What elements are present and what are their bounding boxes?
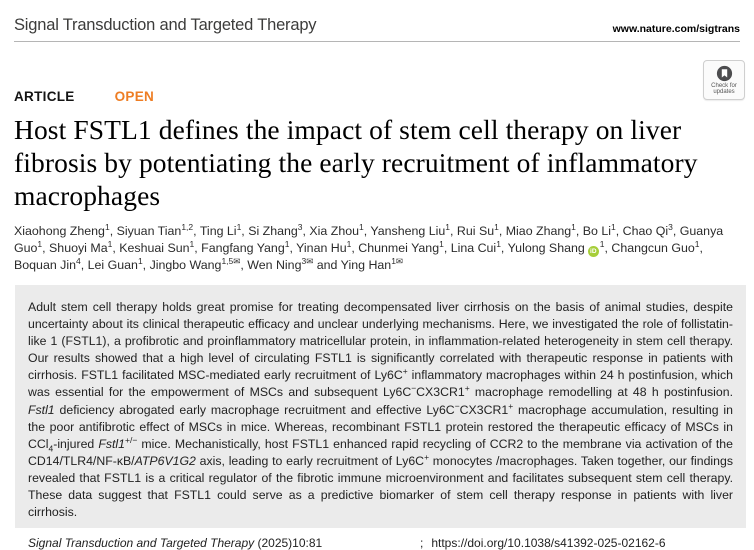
abstract-text: Adult stem cell therapy holds great prom…	[28, 300, 733, 520]
abstract-box: Adult stem cell therapy holds great prom…	[15, 285, 746, 550]
author: Xia Zhou1	[309, 221, 364, 238]
author-affiliation-sup: 1	[37, 238, 43, 249]
author-affiliation-sup: 1	[599, 238, 605, 249]
article-labels: ARTICLE OPEN	[14, 88, 740, 106]
journal-name: Signal Transduction and Targeted Therapy	[14, 16, 317, 34]
page-header: Signal Transduction and Targeted Therapy…	[0, 0, 754, 41]
author-affiliation-sup: 1	[284, 238, 290, 249]
author: Jingbo Wang1,5✉	[149, 255, 241, 272]
badge-label: Check for updates	[711, 82, 737, 96]
doi-link[interactable]: https://doi.org/10.1038/s41392-025-02162…	[431, 536, 666, 550]
author: Siyuan Tian1,2	[116, 221, 194, 238]
author: Changcun Guo1	[611, 238, 700, 255]
author-affiliation-sup: 1	[439, 238, 444, 249]
author-affiliation-sup: 4	[76, 255, 81, 266]
author: Yansheng Liu1	[370, 221, 451, 238]
author: Guanya Guo1	[14, 224, 724, 255]
citation-issue: (2025)10:81	[254, 536, 323, 550]
author: Ying Han1✉	[340, 255, 404, 272]
author-affiliation-sup: 1	[189, 238, 195, 249]
orcid-icon[interactable]: iD	[587, 246, 599, 257]
author-affiliation-sup: 1	[104, 221, 110, 232]
author-affiliation-sup: 1	[107, 238, 113, 249]
open-access-label: OPEN	[114, 89, 155, 104]
author: Keshuai Sun1	[119, 238, 195, 255]
author: Shuoyi Ma1	[49, 238, 113, 255]
author-affiliation-sup: 3	[668, 221, 673, 232]
check-for-updates-badge[interactable]: Check for updates	[703, 60, 745, 100]
author: Chao Qi3	[622, 221, 673, 238]
citation-doi: ; https://doi.org/10.1038/s41392-025-0216…	[420, 536, 666, 550]
author: Chunmei Yang1	[358, 238, 444, 255]
author: Si Zhang3	[248, 221, 303, 238]
author: Bo Li1	[582, 221, 616, 238]
corresponding-author-mail-icon[interactable]: ✉	[233, 255, 241, 266]
citation-line: Signal Transduction and Targeted Therapy…	[28, 536, 733, 550]
author-affiliation-sup: 3	[297, 221, 303, 232]
author-affiliation-sup: 1	[445, 221, 451, 232]
author-affiliation-sup: 3✉	[301, 255, 314, 266]
corresponding-author-mail-icon[interactable]: ✉	[306, 255, 314, 266]
citation-reference: Signal Transduction and Targeted Therapy…	[28, 536, 420, 550]
author: Xiaohong Zheng1	[14, 221, 110, 238]
author: Lei Guan1	[87, 255, 143, 272]
author-affiliation-sup: 1✉	[391, 255, 404, 266]
author-affiliation-sup: 1,2	[181, 221, 194, 232]
author-affiliation-sup: 1	[496, 238, 501, 249]
author-affiliation-sup: 1	[611, 221, 616, 232]
author: Boquan Jin4	[14, 255, 81, 272]
author-affiliation-sup: 1,5✉	[221, 255, 241, 266]
author: Ting Li1	[199, 221, 242, 238]
article-type-label: ARTICLE	[14, 89, 75, 104]
author: Yulong Shang iD1	[507, 238, 605, 257]
author-affiliation-sup: 1	[137, 255, 143, 266]
author: Fangfang Yang1	[201, 238, 290, 255]
author-affiliation-sup: 1	[359, 221, 364, 232]
journal-url-link[interactable]: www.nature.com/sigtrans	[612, 23, 740, 35]
citation-journal-name: Signal Transduction and Targeted Therapy	[28, 536, 255, 550]
author-affiliation-sup: 1	[494, 221, 499, 232]
citation-separator: ;	[420, 536, 424, 550]
crossmark-icon	[716, 65, 732, 81]
author: Yinan Hu1	[296, 238, 352, 255]
article-title: Host FSTL1 defines the impact of stem ce…	[14, 114, 698, 211]
author-list: Xiaohong Zheng1, Siyuan Tian1,2, Ting Li…	[14, 221, 724, 272]
author-affiliation-sup: 1	[346, 238, 352, 249]
author: Lina Cui1	[450, 238, 501, 255]
author: Wen Ning3✉	[247, 255, 314, 272]
author-affiliation-sup: 1	[571, 221, 576, 232]
author: Rui Su1	[456, 221, 499, 238]
author: Miao Zhang1	[505, 221, 576, 238]
corresponding-author-mail-icon[interactable]: ✉	[395, 255, 404, 266]
author-affiliation-sup: 1	[236, 221, 242, 232]
author-affiliation-sup: 1	[694, 238, 700, 249]
header-rule	[14, 41, 740, 42]
